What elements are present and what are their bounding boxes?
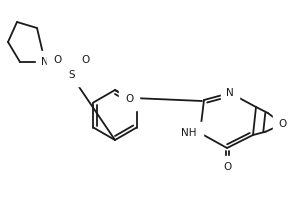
Text: O: O bbox=[223, 162, 231, 172]
Text: O: O bbox=[278, 119, 286, 129]
Text: N: N bbox=[41, 57, 49, 67]
Text: N: N bbox=[226, 88, 234, 98]
Text: O: O bbox=[53, 55, 61, 65]
Text: O: O bbox=[125, 94, 133, 104]
Text: O: O bbox=[82, 55, 90, 65]
Text: S: S bbox=[69, 70, 75, 80]
Text: NH: NH bbox=[182, 128, 197, 138]
